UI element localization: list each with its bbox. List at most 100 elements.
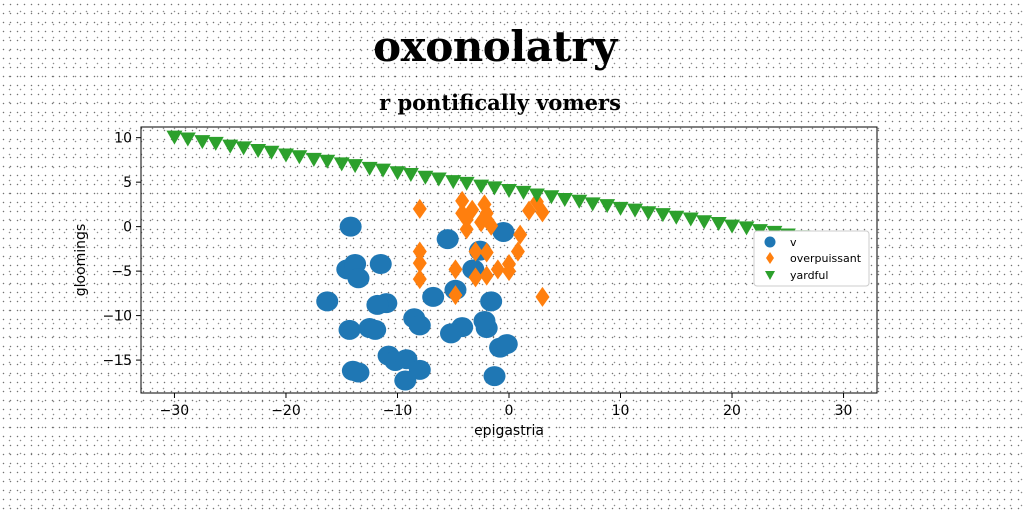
y-tick-label: 10	[114, 131, 132, 147]
point-yardful-16	[389, 166, 406, 181]
point-yardful-4	[222, 139, 239, 154]
y-tick-label: −10	[102, 309, 132, 325]
point-yardful-17	[402, 168, 419, 183]
point-yardful-25	[515, 185, 532, 200]
point-overpuissant-4	[448, 259, 463, 280]
point-v-10	[364, 319, 387, 340]
point-yardful-27	[543, 190, 560, 205]
legend-marker-yardful	[765, 271, 775, 280]
point-yardful-35	[654, 208, 671, 223]
plot-marks	[166, 130, 852, 391]
point-yardful-8	[277, 148, 294, 163]
point-v-7	[366, 294, 389, 315]
point-v-28	[473, 310, 496, 331]
point-yardful-20	[445, 175, 462, 190]
point-v-3	[347, 268, 370, 289]
point-v-32	[495, 334, 518, 355]
point-v-26	[440, 323, 463, 344]
point-yardful-1	[179, 132, 196, 147]
point-overpuissant-21	[502, 261, 516, 282]
legend-label-overpuissant: overpuissant	[790, 252, 862, 265]
point-yardful-14	[361, 161, 378, 176]
y-tick-label: −15	[102, 353, 132, 369]
point-yardful-23	[486, 181, 503, 196]
point-yardful-22	[473, 179, 490, 194]
legend-label-v: v	[790, 236, 797, 249]
point-yardful-34	[640, 206, 657, 221]
point-yardful-33	[627, 203, 644, 218]
point-yardful-11	[319, 154, 336, 169]
y-tick-label: −5	[111, 264, 132, 280]
point-v-20	[436, 229, 459, 250]
point-yardful-0	[166, 130, 183, 145]
point-yardful-13	[347, 159, 364, 174]
point-yardful-12	[333, 157, 350, 172]
x-tick-label: −10	[383, 403, 413, 419]
axes-title: r pontifically vomers	[379, 90, 621, 115]
point-yardful-41	[738, 221, 755, 236]
point-v-12	[408, 315, 431, 336]
point-yardful-10	[305, 152, 322, 167]
point-overpuissant-18	[479, 265, 494, 286]
point-yardful-39	[710, 216, 727, 231]
point-v-21	[422, 286, 445, 307]
point-overpuissant-10	[465, 199, 480, 220]
y-tick-label: 0	[123, 220, 132, 236]
point-overpuissant-0	[412, 198, 427, 219]
point-overpuissant-17	[479, 242, 494, 263]
point-v-5	[316, 291, 339, 312]
point-yardful-26	[528, 188, 545, 203]
point-overpuissant-3	[412, 269, 427, 290]
point-yardful-2	[194, 135, 211, 150]
legend-marker-v	[764, 236, 776, 248]
point-yardful-21	[458, 176, 475, 191]
point-overpuissant-16	[484, 215, 499, 236]
x-axis: −30 −20 −10 0 10 20 30	[160, 393, 852, 419]
legend-marker-overpuissant	[766, 252, 774, 264]
point-yardful-37	[682, 212, 699, 227]
point-yardful-40	[724, 219, 741, 234]
point-v-33	[483, 366, 506, 387]
point-v-8	[338, 319, 361, 340]
point-yardful-31	[599, 199, 616, 214]
point-overpuissant-1	[412, 241, 427, 262]
point-yardful-15	[374, 163, 391, 178]
point-v-30	[492, 221, 515, 242]
point-yardful-24	[501, 184, 517, 199]
point-overpuissant-27	[535, 286, 550, 307]
point-v-4	[369, 254, 392, 275]
point-v-19	[394, 370, 417, 391]
point-v-0	[339, 216, 362, 237]
point-yardful-18	[417, 170, 434, 185]
legend-label-yardful: yardful	[790, 269, 828, 282]
point-v-17	[347, 362, 370, 383]
point-yardful-36	[668, 210, 685, 225]
point-yardful-7	[263, 145, 280, 160]
y-axis-label: gloomings	[73, 224, 89, 297]
point-v-29	[480, 291, 503, 312]
point-yardful-19	[430, 172, 447, 187]
point-overpuissant-26	[535, 202, 550, 223]
point-yardful-3	[207, 136, 224, 151]
x-axis-label: epigastria	[474, 423, 544, 439]
point-yardful-6	[250, 144, 267, 159]
figure-title: oxonolatry	[373, 22, 617, 71]
point-overpuissant-19	[490, 259, 505, 280]
point-overpuissant-22	[510, 241, 525, 262]
point-yardful-5	[235, 141, 252, 156]
point-yardful-29	[571, 194, 588, 209]
y-tick-label: 5	[123, 175, 132, 191]
point-yardful-28	[556, 192, 573, 207]
point-overpuissant-24	[522, 200, 537, 221]
point-overpuissant-12	[468, 267, 483, 288]
point-yardful-32	[612, 201, 629, 216]
x-tick-label: −20	[271, 403, 301, 419]
point-yardful-9	[291, 150, 308, 165]
point-overpuissant-6	[455, 190, 470, 211]
legend-box	[753, 230, 870, 287]
x-tick-label: 20	[723, 403, 741, 419]
point-overpuissant-2	[412, 253, 427, 274]
point-overpuissant-5	[448, 285, 463, 306]
legend: v overpuissant yardful	[753, 230, 870, 287]
